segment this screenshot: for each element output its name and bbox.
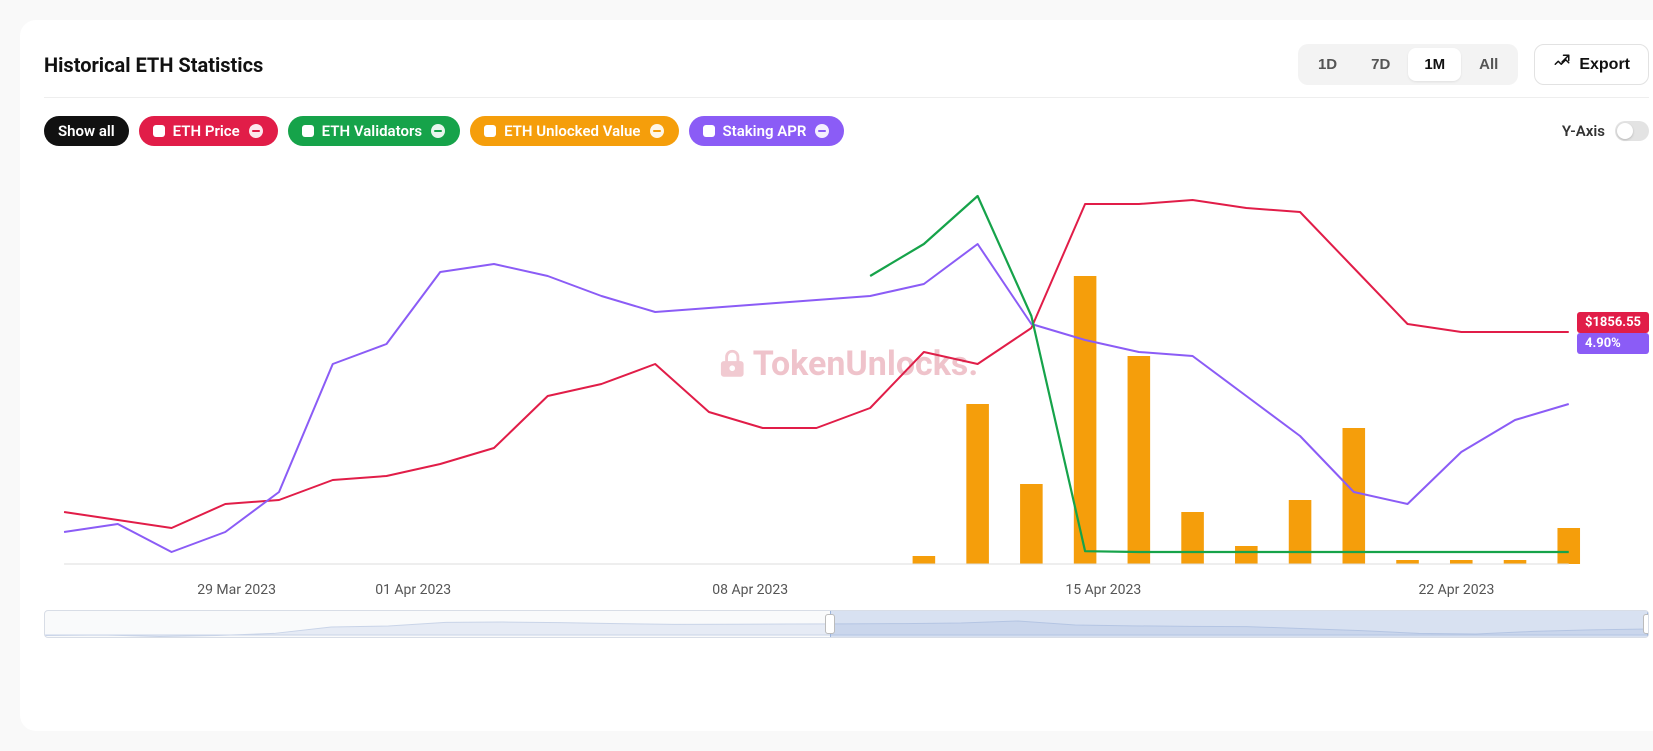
range-1m-button[interactable]: 1M xyxy=(1408,48,1461,81)
legend-group: Show all ETH Price ETH Validators ETH Un… xyxy=(44,116,844,146)
range-1d-button[interactable]: 1D xyxy=(1302,48,1353,81)
legend-dot xyxy=(484,125,496,137)
legend-pill-eth-unlocked[interactable]: ETH Unlocked Value xyxy=(470,116,678,146)
x-tick-label: 01 Apr 2023 xyxy=(375,582,451,598)
x-tick-label: 15 Apr 2023 xyxy=(1065,582,1141,598)
legend-pill-eth-price[interactable]: ETH Price xyxy=(139,116,278,146)
price-badge: $1856.55 xyxy=(1577,312,1649,333)
range-all-button[interactable]: All xyxy=(1463,48,1514,81)
legend-dot xyxy=(302,125,314,137)
badge-stack: $1856.55 4.90% xyxy=(1577,312,1649,354)
brush-handle-right[interactable] xyxy=(1643,614,1649,634)
time-range-group: 1D 7D 1M All xyxy=(1298,44,1518,85)
close-icon xyxy=(649,123,665,139)
divider xyxy=(44,97,1649,98)
export-icon xyxy=(1553,53,1571,76)
legend-label: Staking APR xyxy=(723,122,807,140)
apr-badge: 4.90% xyxy=(1577,333,1649,354)
legend-label: ETH Validators xyxy=(322,122,422,140)
x-tick-label: 29 Mar 2023 xyxy=(197,582,276,598)
header-controls: 1D 7D 1M All Export xyxy=(1298,44,1649,85)
header-row: Historical ETH Statistics 1D 7D 1M All E… xyxy=(44,44,1649,85)
brush-selection[interactable] xyxy=(830,611,1648,637)
chart-svg[interactable] xyxy=(44,154,1649,574)
close-icon xyxy=(430,123,446,139)
close-icon xyxy=(814,123,830,139)
range-7d-button[interactable]: 7D xyxy=(1355,48,1406,81)
yaxis-label: Y-Axis xyxy=(1562,122,1605,140)
show-all-label: Show all xyxy=(58,122,115,140)
yaxis-toggle-group: Y-Axis xyxy=(1562,121,1649,141)
close-icon xyxy=(248,123,264,139)
legend-dot xyxy=(153,125,165,137)
brush-handle-left[interactable] xyxy=(825,614,835,634)
yaxis-toggle[interactable] xyxy=(1615,121,1649,141)
x-tick-label: 08 Apr 2023 xyxy=(712,582,788,598)
chart-panel: Historical ETH Statistics 1D 7D 1M All E… xyxy=(20,20,1653,731)
export-button[interactable]: Export xyxy=(1534,44,1649,85)
legend-label: ETH Unlocked Value xyxy=(504,122,640,140)
legend-label: ETH Price xyxy=(173,122,240,140)
page-title: Historical ETH Statistics xyxy=(44,53,263,77)
export-label: Export xyxy=(1579,56,1630,74)
legend-row: Show all ETH Price ETH Validators ETH Un… xyxy=(44,116,1649,146)
x-tick-label: 22 Apr 2023 xyxy=(1418,582,1494,598)
time-brush[interactable] xyxy=(44,610,1649,638)
show-all-pill[interactable]: Show all xyxy=(44,116,129,146)
x-axis-labels: 29 Mar 2023 01 Apr 2023 08 Apr 2023 15 Apr … xyxy=(44,574,1649,596)
legend-pill-staking-apr[interactable]: Staking APR xyxy=(689,116,845,146)
legend-dot xyxy=(703,125,715,137)
legend-pill-eth-validators[interactable]: ETH Validators xyxy=(288,116,460,146)
chart-area: TokenUnlocks. $1856.55 4.90% xyxy=(44,154,1649,574)
